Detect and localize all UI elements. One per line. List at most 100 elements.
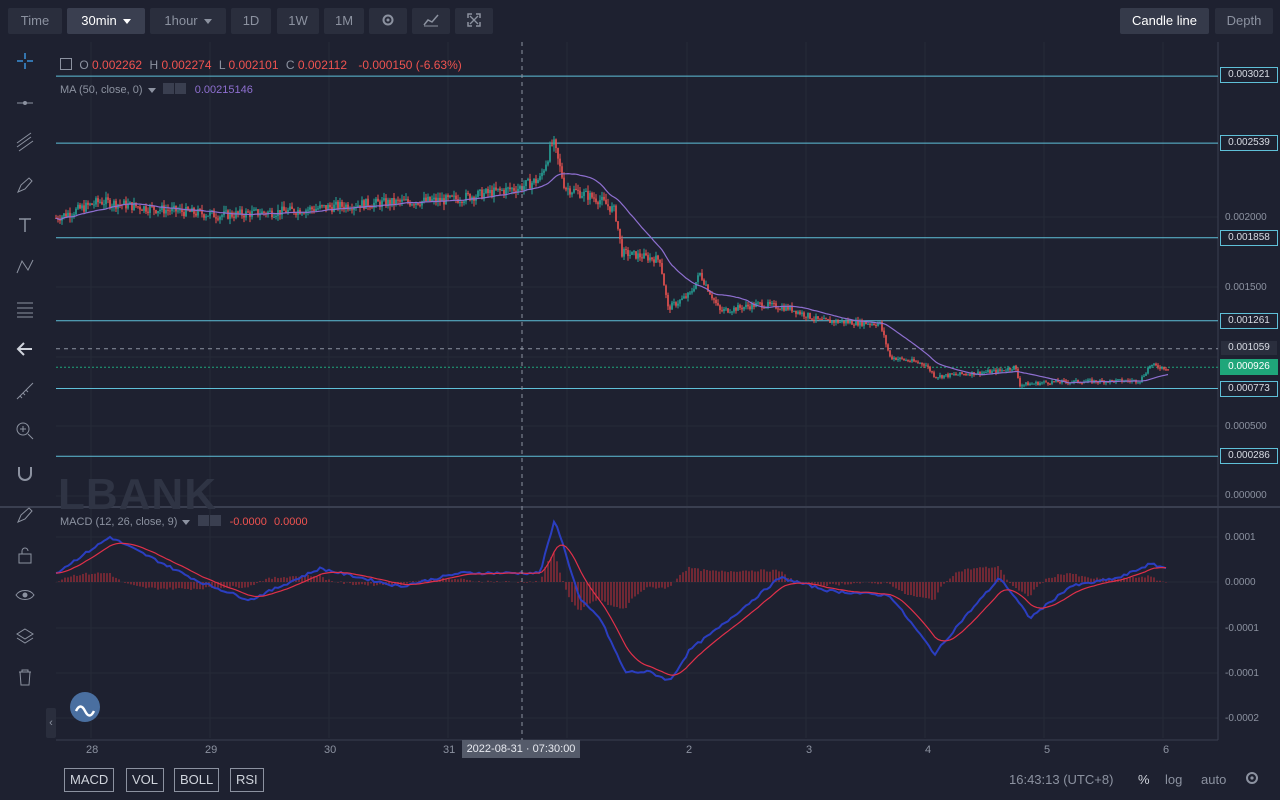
candle-body bbox=[323, 205, 325, 207]
candle-body bbox=[613, 205, 615, 207]
interval-1w-button[interactable]: 1W bbox=[277, 8, 319, 34]
visibility-tool[interactable] bbox=[14, 584, 36, 606]
layers-tool[interactable] bbox=[14, 626, 36, 648]
candle-body bbox=[505, 187, 507, 195]
candle-body bbox=[481, 189, 483, 199]
candle-body bbox=[1009, 367, 1011, 370]
candle-body bbox=[929, 366, 931, 372]
candle-body bbox=[663, 273, 665, 286]
lock-drawing-tool[interactable] bbox=[14, 504, 36, 526]
magnet-icon bbox=[18, 467, 32, 481]
candle-body bbox=[819, 318, 821, 320]
percent-toggle[interactable]: % bbox=[1138, 772, 1150, 787]
candle-body bbox=[1077, 379, 1079, 383]
candle-body bbox=[883, 330, 885, 336]
candle-body bbox=[781, 306, 783, 310]
delete-tool[interactable] bbox=[14, 666, 36, 688]
candle-body bbox=[217, 218, 219, 220]
gear-icon[interactable] bbox=[162, 83, 174, 94]
candle-body bbox=[1119, 379, 1121, 381]
candle-body bbox=[373, 202, 375, 208]
fib-tool[interactable] bbox=[14, 298, 36, 320]
indicator-boll-button[interactable]: BOLL bbox=[174, 768, 220, 792]
lock-tool[interactable] bbox=[14, 544, 36, 566]
horizontal-line-tool[interactable] bbox=[14, 92, 36, 114]
candle-body bbox=[725, 308, 727, 310]
level-tag: 0.000773 bbox=[1220, 381, 1278, 397]
candle-body bbox=[783, 306, 785, 311]
candle-body bbox=[731, 311, 733, 313]
candle-body bbox=[367, 198, 369, 207]
trend-lines-tool[interactable] bbox=[14, 132, 36, 154]
candle-body bbox=[431, 199, 433, 202]
chevron-down-icon[interactable] bbox=[147, 87, 156, 93]
candle-body bbox=[287, 209, 289, 214]
candle-body bbox=[955, 374, 957, 376]
interval-1d-label: 1D bbox=[242, 13, 260, 28]
interval-1m-button[interactable]: 1M bbox=[324, 8, 364, 34]
back-tool[interactable] bbox=[14, 338, 36, 360]
chart-settings-button[interactable] bbox=[1244, 770, 1260, 789]
candle-body bbox=[113, 200, 115, 206]
candle-body bbox=[701, 272, 703, 280]
interval-1d-button[interactable]: 1D bbox=[231, 8, 271, 34]
text-tool[interactable] bbox=[14, 214, 36, 236]
magnet-tool[interactable] bbox=[14, 462, 36, 484]
candle-body bbox=[89, 203, 91, 205]
candle-body bbox=[69, 212, 71, 218]
interval-30min-button[interactable]: 30min bbox=[67, 8, 145, 34]
candle-body bbox=[427, 196, 429, 202]
candle-body bbox=[599, 200, 601, 205]
crosshair-tool[interactable] bbox=[14, 50, 36, 72]
candle-body bbox=[983, 372, 985, 374]
candle-body bbox=[357, 205, 359, 208]
auto-toggle[interactable]: auto bbox=[1201, 772, 1227, 787]
close-icon[interactable] bbox=[209, 515, 221, 526]
indicator-rsi-button[interactable]: RSI bbox=[230, 768, 264, 792]
candle-body bbox=[499, 188, 501, 191]
price-axis-label: 0.000000 bbox=[1225, 490, 1267, 501]
candle-body bbox=[255, 209, 257, 211]
candle-body bbox=[1159, 367, 1161, 369]
candle-body bbox=[139, 206, 141, 210]
pen-tool[interactable] bbox=[14, 174, 36, 196]
candle-body bbox=[513, 188, 515, 191]
fullscreen-button[interactable] bbox=[455, 8, 493, 34]
candle-body bbox=[327, 205, 329, 210]
candle-body bbox=[679, 299, 681, 304]
candle-body bbox=[375, 198, 377, 203]
collapse-toolbar-button[interactable]: ‹ bbox=[46, 708, 56, 738]
candle-body bbox=[389, 199, 391, 206]
candle-body bbox=[561, 166, 563, 178]
candle-body bbox=[763, 307, 765, 309]
log-toggle[interactable]: log bbox=[1165, 772, 1183, 787]
candle-body bbox=[353, 207, 355, 210]
chevron-down-icon[interactable] bbox=[182, 519, 191, 525]
candle-body bbox=[145, 206, 147, 212]
close-icon[interactable] bbox=[174, 83, 186, 94]
candle-line-button[interactable]: Candle line bbox=[1120, 8, 1209, 34]
interval-1hour-button[interactable]: 1hour bbox=[150, 8, 226, 34]
indicators-button[interactable] bbox=[412, 8, 450, 34]
x-axis-label: 6 bbox=[1163, 744, 1170, 756]
candle-body bbox=[307, 209, 309, 211]
open-label: O bbox=[79, 58, 89, 72]
candle-body bbox=[961, 372, 963, 375]
depth-button[interactable]: Depth bbox=[1215, 8, 1273, 34]
candle-body bbox=[1145, 373, 1147, 376]
gear-icon[interactable] bbox=[197, 515, 209, 526]
collapse-legend-icon[interactable] bbox=[60, 58, 72, 70]
indicator-macd-button[interactable]: MACD bbox=[64, 768, 115, 792]
pattern-tool[interactable] bbox=[14, 256, 36, 278]
settings-button[interactable] bbox=[369, 8, 407, 34]
indicator-vol-button[interactable]: VOL bbox=[126, 768, 165, 792]
candle-body bbox=[911, 359, 913, 362]
zoom-tool[interactable] bbox=[14, 420, 36, 442]
time-button[interactable]: Time bbox=[8, 8, 62, 34]
candle-body bbox=[397, 199, 399, 201]
candle-body bbox=[263, 211, 265, 213]
pattern-icon bbox=[16, 259, 34, 274]
candle-body bbox=[399, 200, 401, 202]
measure-tool[interactable] bbox=[14, 380, 36, 402]
